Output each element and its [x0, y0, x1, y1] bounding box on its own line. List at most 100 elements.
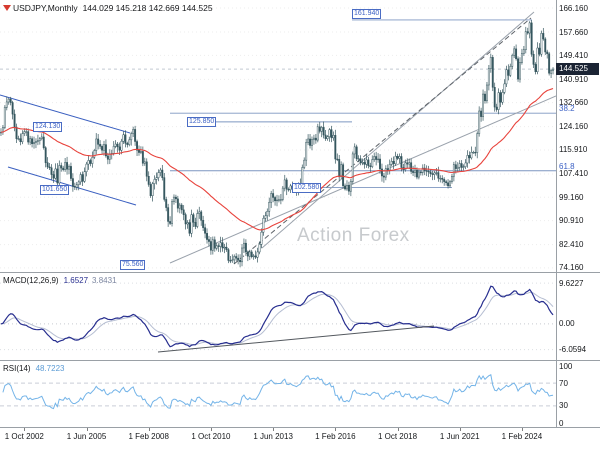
candle-body [316, 126, 319, 141]
panel-separator[interactable] [0, 360, 600, 361]
candle-body [161, 169, 164, 178]
price-level-label[interactable]: 125.850 [187, 116, 217, 127]
price-level-label[interactable]: 75.560 [120, 259, 146, 270]
candle-body [143, 161, 146, 164]
candle-body [192, 214, 195, 223]
candle-body [38, 138, 41, 141]
candle-body [458, 163, 461, 168]
candle-body [394, 155, 397, 165]
candle-body [130, 133, 133, 141]
candle-body [120, 140, 123, 151]
chart-objects-overlay: 124.130 101.650 125.850 75.560 161.940 102.58… [33, 8, 382, 270]
candle-body [347, 185, 350, 192]
candle-body [33, 142, 35, 145]
candle-body [538, 47, 541, 55]
trend-line[interactable] [0, 94, 131, 134]
candle-body [375, 156, 378, 160]
candle-body [522, 49, 525, 54]
candle-body [262, 218, 265, 233]
price-axis-label: 140.910 [559, 74, 588, 84]
candle-body [379, 158, 381, 170]
price-chart-canvas[interactable] [0, 0, 556, 272]
candle-body [517, 58, 519, 80]
candle-body [186, 222, 189, 225]
ohlc-values: 144.029 145.218 142.669 144.525 [82, 3, 213, 13]
candle-body [309, 138, 312, 146]
candle-body [384, 168, 387, 178]
candle-body [410, 162, 413, 172]
moving-average-line[interactable] [0, 87, 554, 231]
candle-body [359, 158, 362, 163]
trend-line[interactable] [233, 17, 532, 265]
candle-body [174, 196, 177, 200]
candle-body [441, 177, 444, 180]
trend-line[interactable] [169, 95, 556, 264]
candle-body [173, 196, 175, 202]
candle-body [178, 204, 181, 209]
time-axis-tick [148, 428, 150, 431]
time-axis-label: 1 Oct 2018 [377, 432, 418, 441]
price-level-label[interactable]: 124.130 [33, 121, 63, 132]
price-axis-label: 157.660 [559, 27, 588, 37]
candle-body [227, 249, 230, 261]
candle-body [219, 242, 222, 247]
candle-body [328, 129, 331, 137]
candle-body [93, 150, 96, 158]
price-level-label[interactable]: 102.580 [292, 182, 322, 193]
candle-body [81, 174, 84, 182]
candle-body [365, 159, 368, 165]
trend-line[interactable] [261, 11, 535, 249]
candle-body [276, 199, 278, 202]
candle-body [466, 155, 469, 164]
candle-body [451, 176, 453, 182]
time-axis-tick [273, 428, 275, 431]
candle-body [252, 255, 255, 257]
candle-body [104, 144, 107, 157]
candle-body [355, 146, 358, 159]
macd-axis-label: 0.00 [559, 319, 575, 329]
macd-panel-canvas[interactable] [0, 273, 556, 360]
candle-body [381, 168, 383, 177]
candle-body [412, 171, 415, 173]
candle-body [5, 101, 8, 108]
candle-body [382, 175, 385, 178]
macd-trend-line[interactable] [157, 325, 435, 353]
candle-body [497, 92, 500, 110]
price-level-label[interactable]: 161.940 [352, 8, 382, 19]
macd-title: MACD(12,26,9) [3, 276, 59, 285]
candle-body [367, 159, 370, 167]
time-axis[interactable]: 1 Oct 2002 1 Jun 2005 1 Feb 2008 1 Oct 2010… [0, 427, 600, 450]
candle-body [221, 242, 224, 249]
candle-body [439, 177, 442, 180]
candle-body [318, 126, 321, 132]
candle-body [106, 155, 109, 160]
candle-body [373, 156, 376, 160]
candle-body [153, 179, 156, 184]
candle-body [277, 199, 280, 201]
candle-body [97, 138, 100, 145]
candle-body [447, 182, 450, 187]
candle-body [258, 244, 261, 253]
candle-body [141, 151, 144, 164]
time-axis-tick [397, 428, 399, 431]
candle-body [145, 161, 148, 177]
candle-body [19, 138, 22, 143]
time-axis-label: 1 Feb 2016 [315, 432, 356, 441]
candle-body [15, 126, 18, 139]
candle-body [390, 161, 393, 165]
candle-body [235, 256, 238, 259]
candle-body [167, 207, 170, 222]
price-level-label[interactable]: 101.650 [40, 185, 70, 196]
rsi-title: RSI(14) [3, 364, 31, 373]
candle-body [532, 53, 535, 65]
candle-body [29, 138, 32, 143]
price-axis[interactable]: 166.160 157.660 149.410 140.910 132.660 124.1… [556, 0, 600, 428]
rsi-panel-canvas[interactable] [0, 361, 556, 427]
panel-separator[interactable] [0, 272, 600, 273]
candle-body [264, 215, 267, 219]
macd-axis-label: -6.0594 [559, 345, 587, 355]
candle-body [511, 55, 514, 67]
candle-body [223, 246, 226, 249]
macd-signal-value: 3.8431 [92, 276, 117, 285]
